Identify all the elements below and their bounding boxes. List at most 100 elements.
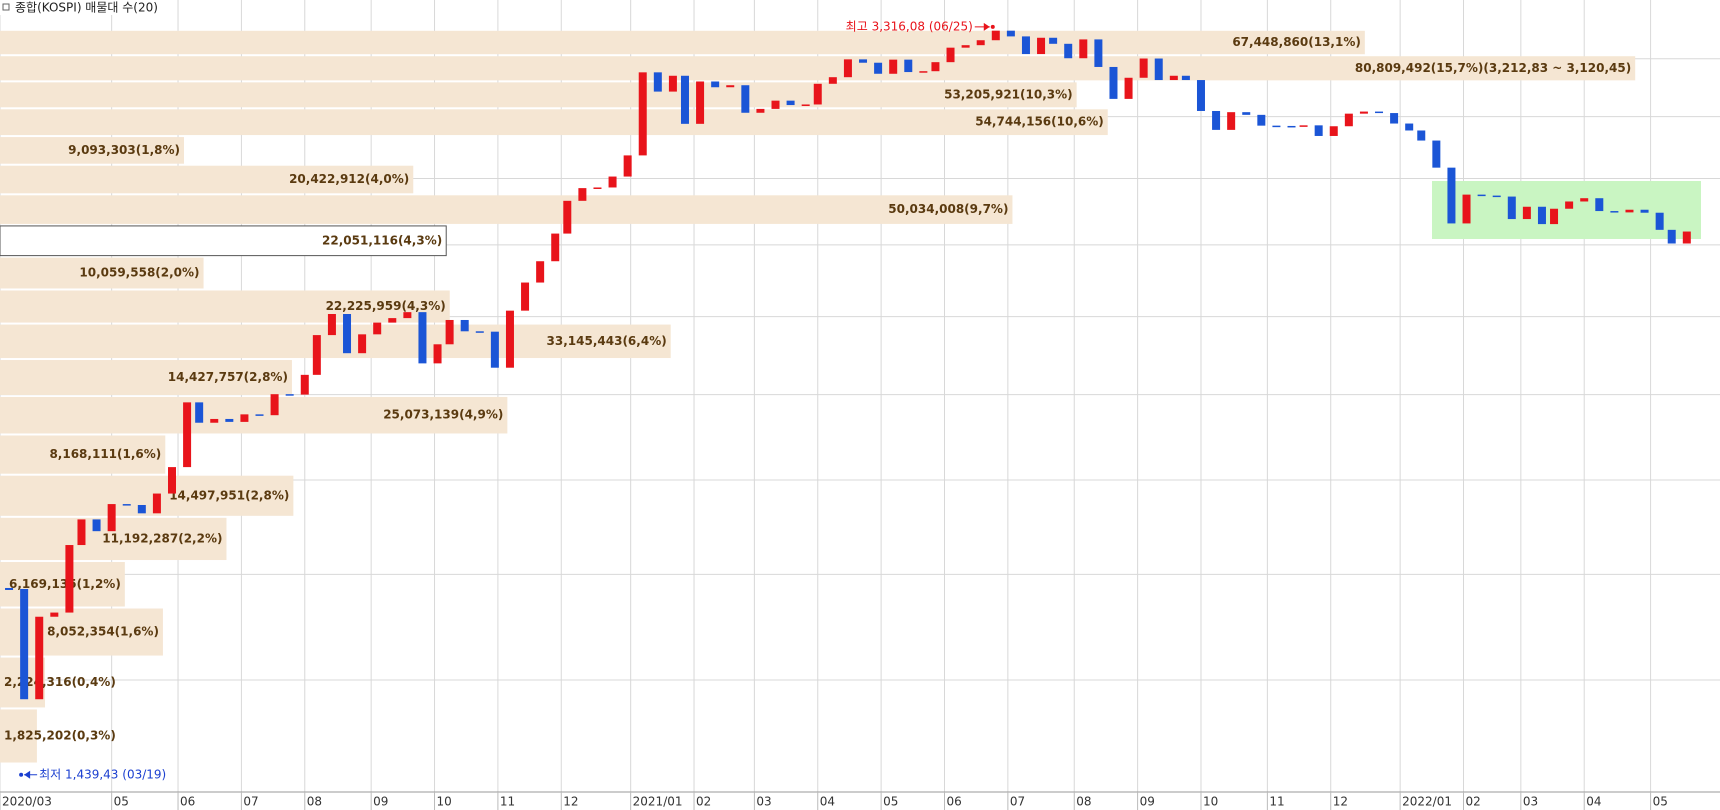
candle [1492, 195, 1501, 198]
candle [889, 59, 898, 74]
profile-bar [0, 165, 414, 194]
candle [696, 81, 705, 124]
candle [92, 519, 101, 532]
x-tick-label: 11 [1269, 795, 1284, 809]
candle [300, 374, 309, 395]
x-tick-label: 2020/03 [2, 795, 52, 809]
candle [255, 414, 264, 416]
x-tick-label: 09 [373, 795, 388, 809]
candle [240, 414, 249, 422]
candle [460, 319, 469, 332]
profile-label: 8,168,111(1,6%) [49, 447, 161, 461]
candle [445, 319, 454, 345]
x-tick-label: 03 [1523, 795, 1538, 809]
profile-bar [0, 360, 292, 395]
profile-bar [0, 709, 37, 763]
x-tick-label: 09 [1140, 795, 1155, 809]
profile-bar [0, 475, 294, 516]
profile-bar [0, 225, 447, 257]
profile-label: 53,205,921(10,3%) [944, 87, 1073, 101]
candle [1682, 231, 1691, 244]
x-tick-label: 04 [820, 795, 835, 809]
candle [137, 504, 146, 514]
candle [107, 504, 116, 532]
candle [536, 261, 545, 283]
candle [1522, 206, 1531, 220]
candle [1359, 111, 1368, 114]
high-label: 최고 3,316,08 (06/25) [846, 19, 973, 33]
candle [1079, 39, 1088, 59]
x-tick-label: 05 [1653, 795, 1668, 809]
candle [623, 155, 632, 177]
low-arrowhead [24, 770, 31, 779]
low-label: 최저 1,439,43 (03/19) [39, 767, 166, 781]
candle [1447, 167, 1456, 224]
profile-label: 14,497,951(2,8%) [169, 488, 289, 502]
candle [327, 314, 336, 336]
candle [1595, 198, 1604, 212]
candle [1212, 110, 1221, 130]
x-tick-label: 12 [1333, 795, 1348, 809]
candle [904, 59, 913, 73]
candle [608, 176, 617, 188]
x-tick-label: 08 [307, 795, 322, 809]
profile-label: 11,192,287(2,2%) [102, 531, 222, 545]
candle [1064, 43, 1073, 59]
candle [50, 612, 59, 617]
x-tick-label: 10 [1203, 795, 1218, 809]
candle [521, 282, 530, 311]
candle [1329, 126, 1338, 136]
candle [756, 108, 765, 113]
profile-label: 1,825,202(0,3%) [4, 728, 116, 742]
candle [1154, 58, 1163, 81]
profile-bar [0, 257, 204, 289]
candle [1537, 206, 1546, 225]
candle [653, 72, 662, 92]
x-tick-label: 07 [243, 795, 258, 809]
candle [1344, 113, 1353, 127]
candle [638, 72, 647, 156]
low-marker [19, 772, 24, 777]
candle [475, 331, 484, 333]
candle [1124, 77, 1133, 99]
candle [1667, 229, 1676, 244]
candle [122, 504, 131, 506]
candle [801, 104, 810, 106]
candle [65, 545, 74, 613]
profile-bar [0, 56, 1636, 81]
candle [1049, 37, 1058, 44]
candle [1139, 58, 1148, 78]
x-tick-label: 12 [563, 795, 578, 809]
candle [1094, 39, 1103, 67]
profile-label: 25,073,139(4,9%) [383, 408, 503, 422]
profile-bar [0, 290, 450, 323]
candle [1462, 194, 1471, 224]
profile-bar [0, 30, 1365, 55]
candle [1169, 75, 1178, 81]
candle [946, 47, 955, 63]
profile-label: 22,051,116(4,3%) [322, 233, 442, 247]
candle [931, 62, 940, 72]
candle [1314, 125, 1323, 136]
candle [1272, 125, 1281, 128]
candle [152, 493, 161, 514]
candle [843, 59, 852, 78]
volume-profile: 1,825,202(0,3%) 2,224,316(0,4%) 8,052,354(… [0, 30, 1636, 763]
candle [195, 402, 204, 423]
candle [1021, 36, 1030, 55]
profile-label: 20,422,912(4,0%) [289, 172, 409, 186]
candle [874, 62, 883, 74]
candle [1610, 211, 1619, 213]
profile-label: 14,427,757(2,8%) [168, 370, 288, 384]
profile-bar [0, 435, 166, 474]
chart-title: 종합(KOSPI) 매물대 수(20) [15, 1, 158, 15]
candle [741, 85, 750, 113]
candle [1196, 80, 1205, 111]
candle [388, 318, 397, 323]
candle [976, 40, 985, 46]
profile-bar [0, 137, 185, 164]
candle [1375, 111, 1384, 114]
x-tick-label: 2021/01 [633, 795, 683, 809]
candle [813, 83, 822, 105]
candle [1580, 198, 1589, 202]
